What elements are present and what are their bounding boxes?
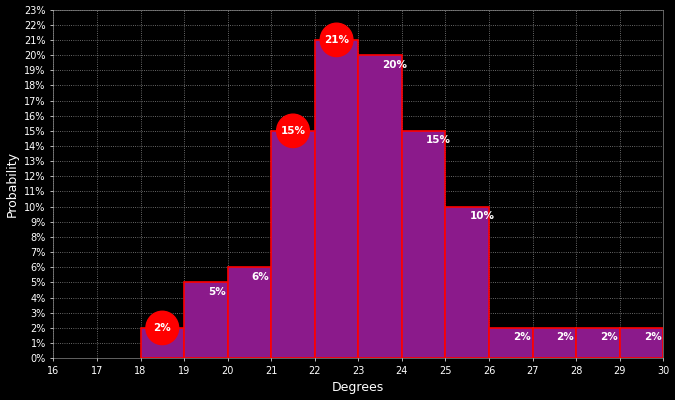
Text: 2%: 2% — [557, 332, 574, 342]
Text: 2%: 2% — [513, 332, 531, 342]
Ellipse shape — [146, 311, 179, 345]
Text: 15%: 15% — [426, 135, 451, 145]
Y-axis label: Probability: Probability — [5, 151, 18, 217]
Ellipse shape — [320, 23, 353, 56]
Bar — [358, 55, 402, 358]
Text: 21%: 21% — [324, 35, 349, 45]
Bar — [271, 131, 315, 358]
Text: 15%: 15% — [281, 126, 306, 136]
Bar — [184, 282, 227, 358]
Bar — [227, 267, 271, 358]
Bar — [576, 328, 620, 358]
Bar — [620, 328, 664, 358]
Text: 2%: 2% — [153, 323, 171, 333]
X-axis label: Degrees: Degrees — [332, 382, 385, 394]
Text: 6%: 6% — [252, 272, 269, 282]
Text: 20%: 20% — [382, 60, 407, 70]
Bar — [402, 131, 446, 358]
Bar — [533, 328, 576, 358]
Text: 2%: 2% — [600, 332, 618, 342]
Text: 5%: 5% — [208, 287, 226, 297]
Ellipse shape — [277, 114, 309, 148]
Text: 2%: 2% — [644, 332, 662, 342]
Bar — [489, 328, 533, 358]
Bar — [446, 207, 489, 358]
Text: 10%: 10% — [469, 211, 495, 221]
Bar — [315, 40, 358, 358]
Bar — [140, 328, 184, 358]
